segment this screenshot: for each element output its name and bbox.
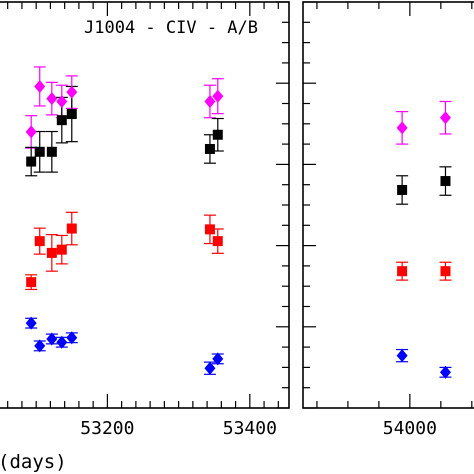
diamond-marker [66,85,78,99]
chart-title: J1004 - CIV - A/B [84,18,258,38]
diamond-marker [212,89,224,103]
x-axis-label: (days) [0,451,67,473]
panel-frame-right [302,1,474,409]
diamond-marker [212,352,224,366]
diamond-marker [56,335,68,349]
square-marker [56,244,67,255]
square-marker [26,156,37,167]
square-marker [204,224,215,235]
square-marker [212,129,223,140]
square-marker [46,146,57,157]
x-tick-label: 53400 [223,418,277,439]
diamond-marker [396,349,408,363]
diamond-marker [439,365,451,379]
diamond-marker [34,339,46,353]
square-marker [34,146,45,157]
diamond-marker [25,316,37,330]
square-marker [397,184,408,195]
square-marker [26,277,37,288]
square-marker [440,266,451,277]
diamond-marker [439,111,451,125]
square-marker [66,109,77,120]
diamond-marker [56,94,68,108]
diamond-marker [66,331,78,345]
square-marker [34,236,45,247]
square-marker [204,143,215,154]
diamond-marker [46,92,58,106]
square-marker [46,247,57,258]
axis-ticks [7,1,473,409]
square-marker [66,223,77,234]
diamond-marker [46,332,58,346]
x-tick-label: 53200 [80,418,134,439]
data-markers [25,79,451,379]
plot-frames [0,1,474,409]
diamond-marker [204,94,216,108]
square-marker [212,236,223,247]
x-tick-labels: 53200 53400 54000 [80,418,437,439]
square-marker [397,266,408,277]
diamond-marker [34,79,46,93]
x-tick-label: 54000 [383,418,437,439]
square-marker [56,115,67,126]
error-bars [25,66,452,378]
diamond-marker [204,361,216,375]
square-marker [440,176,451,187]
diamond-marker [396,121,408,135]
diamond-marker [25,125,37,139]
